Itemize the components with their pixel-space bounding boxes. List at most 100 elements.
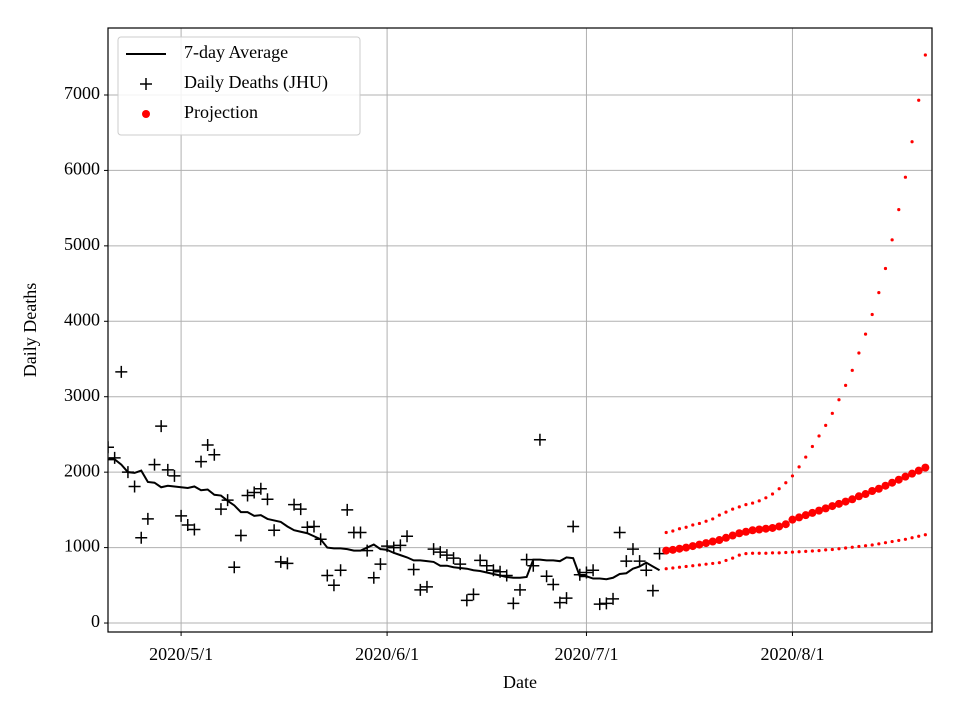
data-point — [533, 433, 546, 446]
projection-point — [830, 547, 834, 552]
projection-point — [688, 542, 697, 551]
projection-point — [857, 351, 861, 355]
projection-point — [863, 544, 868, 548]
projection-point — [702, 539, 711, 548]
projection-point — [894, 475, 903, 484]
projection-point — [671, 529, 675, 533]
plot-frame — [107, 27, 933, 633]
projection-point — [750, 501, 755, 505]
projection-point — [737, 505, 741, 509]
projection-point — [923, 53, 927, 57]
projection-point — [837, 547, 841, 551]
data-point — [314, 533, 327, 546]
legend-label: Projection — [184, 102, 258, 122]
data-point — [607, 592, 620, 605]
data-point — [341, 503, 354, 516]
data-point — [600, 597, 613, 610]
data-point — [254, 482, 267, 495]
data-point — [547, 578, 560, 591]
data-point — [407, 563, 420, 576]
data-point — [494, 565, 507, 578]
projection-point — [888, 478, 897, 487]
data-point — [175, 509, 188, 522]
data-point — [454, 558, 467, 571]
projection-point — [910, 536, 914, 540]
projection-point — [777, 551, 781, 555]
projection-point — [697, 563, 702, 567]
projection-point — [717, 561, 721, 565]
projection-point — [664, 530, 668, 535]
data-point — [281, 557, 294, 570]
projection-point — [770, 551, 775, 555]
projection-point — [817, 434, 821, 438]
data-point — [108, 451, 121, 464]
legend-box — [117, 36, 361, 136]
data-point — [228, 561, 241, 574]
legend-swatch — [140, 78, 152, 90]
data-point — [460, 594, 473, 607]
data-point — [514, 583, 526, 596]
projection-point — [668, 545, 677, 554]
projection-point — [722, 533, 730, 542]
projection-point — [704, 562, 708, 566]
projection-point — [775, 522, 784, 531]
y-tick-label: 6000 — [64, 159, 100, 179]
projection-point — [921, 463, 930, 472]
data-point — [500, 569, 513, 582]
projection-point — [724, 510, 728, 514]
projection-point — [810, 444, 814, 449]
x-axis-label: Date — [503, 672, 537, 692]
projection-point — [741, 527, 750, 536]
projection-point — [917, 534, 921, 538]
y-tick-label: 7000 — [64, 83, 100, 103]
data-point — [241, 489, 254, 502]
projection-point — [737, 553, 741, 557]
data-point — [234, 529, 247, 542]
projection-point — [717, 513, 721, 517]
projection-point — [675, 544, 684, 553]
projection-point — [731, 507, 735, 511]
projection-point — [662, 546, 671, 555]
data-point — [334, 564, 347, 577]
legend-swatch — [142, 110, 150, 118]
projection-point — [677, 565, 682, 569]
projection-point — [804, 549, 808, 553]
data-point — [367, 571, 380, 584]
projection-point — [768, 523, 777, 532]
data-point — [195, 455, 208, 468]
y-tick-label: 5000 — [64, 234, 100, 254]
projection-point — [817, 549, 821, 553]
projection-point — [781, 520, 790, 529]
projection-point — [764, 496, 768, 500]
legend-label: 7-day Average — [184, 42, 288, 62]
projection-point — [711, 561, 715, 566]
data-point — [308, 520, 320, 533]
data-point — [520, 553, 533, 566]
data-point — [653, 547, 666, 560]
projection-point — [837, 398, 841, 402]
x-tick-label: 2020/6/1 — [355, 644, 419, 664]
data-point — [626, 543, 639, 556]
data-point — [188, 523, 201, 536]
data-point — [135, 531, 148, 544]
projection-point — [724, 558, 728, 563]
projection-point — [897, 208, 901, 212]
projection-point — [784, 481, 788, 485]
y-axis-label: Daily Deaths — [20, 283, 40, 377]
projection-point — [903, 175, 908, 179]
projection-point — [684, 564, 688, 569]
projection-point — [850, 368, 854, 372]
projection-point — [824, 423, 828, 427]
projection-point — [801, 511, 810, 520]
data-point — [294, 503, 307, 516]
projection-point — [890, 539, 894, 544]
data-point — [560, 592, 573, 605]
projection-point — [735, 529, 744, 538]
projection-point — [784, 550, 788, 555]
data-point — [440, 549, 453, 562]
data-point — [327, 579, 340, 592]
data-point — [115, 365, 128, 378]
projection-point — [697, 521, 702, 526]
data-point — [354, 526, 367, 539]
data-point — [401, 530, 414, 543]
